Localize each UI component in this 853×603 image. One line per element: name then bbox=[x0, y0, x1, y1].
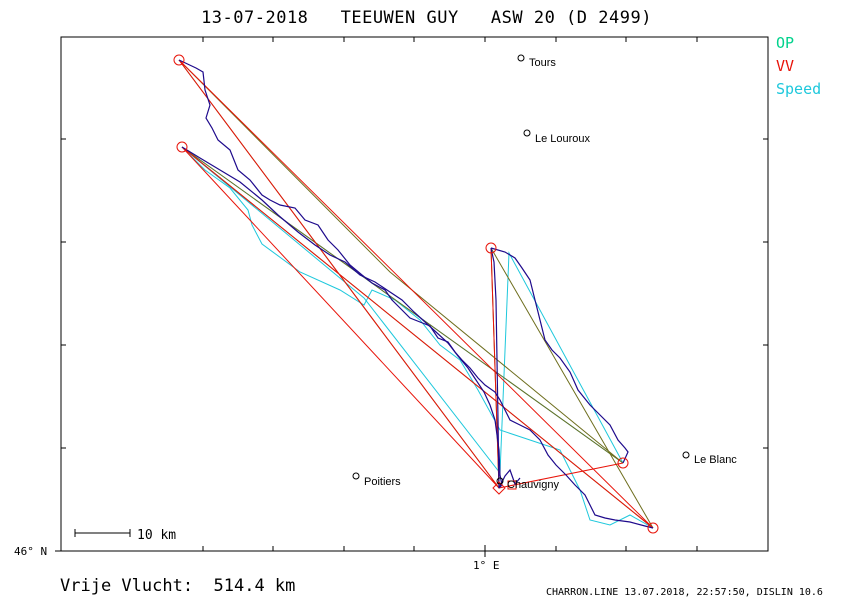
turnpoints bbox=[173, 54, 659, 534]
vv-lines bbox=[178, 59, 654, 529]
map-title: 13-07-2018 TEEUWEN GUY ASW 20 (D 2499) bbox=[201, 8, 652, 28]
map-frame bbox=[60, 36, 769, 552]
place-marker-le-louroux bbox=[523, 129, 531, 137]
program-label: CHARRON.LINE 13.07.2018, 22:57:50, DISLI… bbox=[546, 587, 823, 598]
legend-op: OP bbox=[776, 34, 795, 52]
legend-speed: Speed bbox=[776, 80, 822, 98]
place-marker-poitiers bbox=[352, 472, 360, 480]
place-label-tours: Tours bbox=[529, 57, 556, 69]
place-marker-le-blanc bbox=[682, 451, 690, 459]
y-ticks bbox=[55, 138, 768, 552]
place-marker-chauvigny bbox=[496, 477, 504, 485]
x-ticks bbox=[202, 37, 698, 557]
scale-bar-label: 10 km bbox=[137, 528, 176, 543]
legend-vv: VV bbox=[776, 57, 795, 75]
scale-bar: 10 km bbox=[74, 528, 176, 543]
place-labels: Tours Le Louroux Le Blanc Poitiers Chauv… bbox=[364, 57, 737, 491]
place-label-le-louroux: Le Louroux bbox=[535, 133, 591, 145]
place-label-chauvigny: Chauvigny bbox=[507, 479, 559, 491]
place-marker-tours bbox=[517, 54, 525, 62]
y-axis-label: 46° N bbox=[14, 545, 47, 558]
flight-track bbox=[178, 59, 654, 529]
x-axis-label: 1° E bbox=[473, 559, 500, 572]
place-markers bbox=[352, 54, 690, 485]
place-label-le-blanc: Le Blanc bbox=[694, 454, 737, 466]
place-label-poitiers: Poitiers bbox=[364, 476, 401, 488]
distance-label: Vrije Vlucht: 514.4 km bbox=[60, 576, 296, 596]
